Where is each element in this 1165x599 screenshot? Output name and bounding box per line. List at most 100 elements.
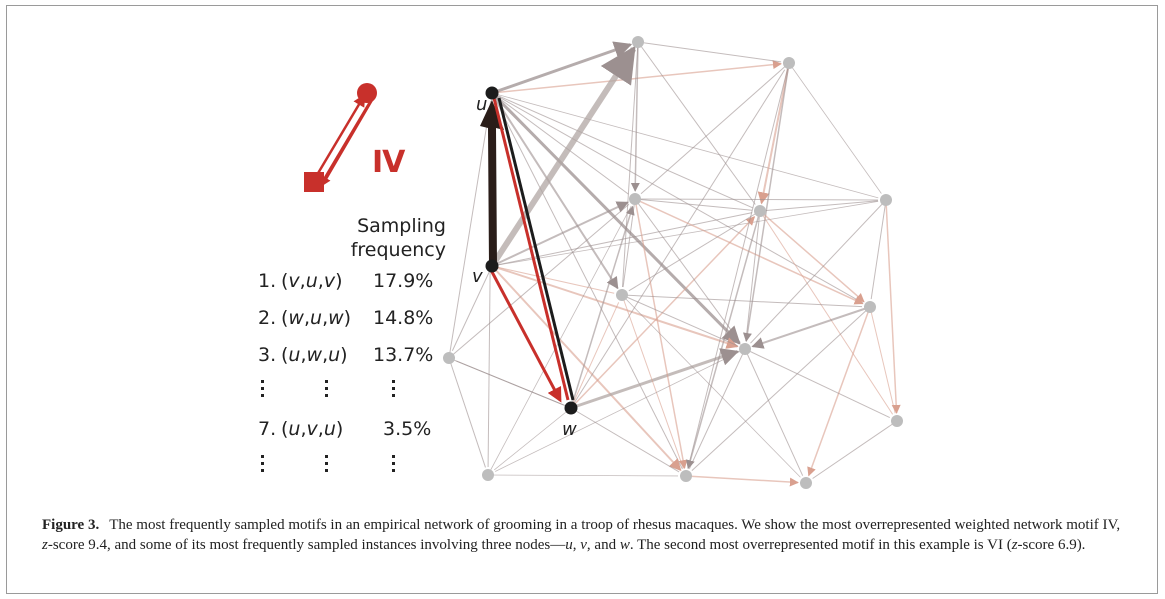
network-edge <box>489 45 637 268</box>
network-edge <box>570 348 740 410</box>
network-edge <box>621 294 684 469</box>
row-tuple: (u,v,u) <box>281 418 344 440</box>
network-edge <box>448 357 564 406</box>
node-v <box>485 259 499 273</box>
figure-caption: Figure 3. The most frequently sampled mot… <box>42 517 1121 553</box>
network-edge <box>491 265 739 349</box>
network-node <box>482 469 494 481</box>
network-edge <box>685 475 799 487</box>
network-nodes <box>443 36 903 489</box>
network-edge <box>622 41 639 288</box>
row-percentage: 13.7% <box>373 344 434 366</box>
network-node <box>629 193 641 205</box>
network-edge <box>634 198 741 343</box>
network-edge <box>757 62 790 205</box>
network-edge <box>885 199 901 414</box>
motif-iv-icon: IV <box>304 83 407 192</box>
node-u <box>485 86 499 100</box>
network-edge <box>448 357 486 468</box>
network-edge <box>637 41 756 205</box>
sampling-frequency-title: Sampling frequency <box>318 214 446 262</box>
motif-circle-node <box>357 83 377 103</box>
motif-label: IV <box>372 145 406 180</box>
sampling-title-line2: frequency <box>350 239 446 261</box>
network-edge <box>491 201 629 267</box>
network-node <box>754 205 766 217</box>
network-edge <box>491 92 619 290</box>
network-node <box>616 289 628 301</box>
network-edge <box>491 200 879 267</box>
row-percentage: 3.5% <box>383 418 432 440</box>
network-edge <box>491 265 615 294</box>
network-edge <box>491 92 629 195</box>
network-edge <box>634 198 879 201</box>
network-edge <box>491 265 682 472</box>
network-node <box>783 57 795 69</box>
network-edge <box>493 407 572 471</box>
caption-label: Figure 3. <box>42 517 100 533</box>
network-edge <box>628 210 761 292</box>
network-edge <box>491 92 753 209</box>
network-edge <box>487 474 679 477</box>
network-edge <box>869 306 896 414</box>
network-edge <box>812 420 898 479</box>
network-edge <box>451 265 493 351</box>
row-number: 3. <box>258 344 277 366</box>
network-edge <box>870 199 887 300</box>
network-edge <box>637 41 782 63</box>
figure-frame <box>6 5 1158 594</box>
row-tuple: (w,u,w) <box>281 307 352 329</box>
network-edge <box>570 205 635 409</box>
network-edge <box>491 92 879 199</box>
row-percentage: 17.9% <box>373 270 434 292</box>
network-edge <box>634 198 753 211</box>
network-edge <box>687 62 790 469</box>
network-edge <box>448 100 492 359</box>
network-edge <box>570 302 620 409</box>
row-number: 1. <box>258 270 277 292</box>
network-edge <box>490 91 741 345</box>
network-edge <box>621 294 738 347</box>
network-edge <box>759 210 865 303</box>
motif-square-node <box>304 172 324 192</box>
network-node <box>864 301 876 313</box>
row-tuple: (u,w,u) <box>281 344 348 366</box>
network-node <box>891 415 903 427</box>
network-edge <box>744 348 804 476</box>
network-node <box>632 36 644 48</box>
edge-v-to-u <box>480 100 504 266</box>
row-percentage: 14.8% <box>373 307 434 329</box>
highlighted-motif-edges <box>480 97 575 403</box>
network-edge <box>691 306 871 471</box>
node-w <box>564 401 578 415</box>
network-edge <box>743 62 790 342</box>
network-edge <box>751 306 871 349</box>
node-label-u: u <box>476 94 487 115</box>
network-edge <box>688 348 746 469</box>
network-edge <box>491 92 864 304</box>
network-node <box>739 343 751 355</box>
row-number: 7. <box>258 418 277 440</box>
network-edge <box>495 348 746 472</box>
network-edges <box>448 41 901 487</box>
row-tuple: (v,u,v) <box>281 270 343 292</box>
network-node <box>800 477 812 489</box>
network-figure: IV u v w <box>304 36 903 489</box>
network-node <box>443 352 455 364</box>
network-edge <box>744 348 890 419</box>
network-edge <box>640 62 790 195</box>
ellipsis-row <box>258 455 408 481</box>
network-edge <box>807 306 871 477</box>
node-label-v: v <box>472 266 483 287</box>
network-edge <box>759 210 894 415</box>
network-edge <box>622 198 636 288</box>
sampling-title-line1: Sampling <box>357 215 446 237</box>
node-label-w: w <box>562 419 577 440</box>
ellipsis-row <box>258 380 408 406</box>
network-edge <box>621 294 801 478</box>
network-node <box>680 470 692 482</box>
network-edge <box>788 62 882 194</box>
caption-text: The most frequently sampled motifs in an… <box>109 517 1121 533</box>
network-edge <box>745 210 761 342</box>
network-edge <box>491 92 683 470</box>
